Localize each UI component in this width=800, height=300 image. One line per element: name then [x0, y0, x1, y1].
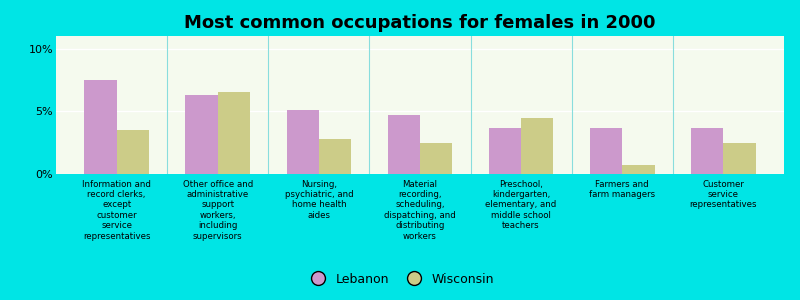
Bar: [691, 128, 723, 174]
Bar: [590, 128, 622, 174]
Bar: [420, 142, 452, 174]
Legend: Lebanon, Wisconsin: Lebanon, Wisconsin: [301, 268, 499, 291]
Bar: [186, 95, 218, 174]
Bar: [218, 92, 250, 174]
Bar: [117, 130, 149, 174]
Bar: [388, 115, 420, 174]
Bar: [723, 142, 756, 174]
Bar: [521, 118, 554, 174]
Bar: [319, 139, 351, 174]
Bar: [286, 110, 319, 174]
Bar: [489, 128, 521, 174]
Title: Most common occupations for females in 2000: Most common occupations for females in 2…: [184, 14, 656, 32]
Bar: [622, 165, 654, 174]
Bar: [84, 80, 117, 174]
